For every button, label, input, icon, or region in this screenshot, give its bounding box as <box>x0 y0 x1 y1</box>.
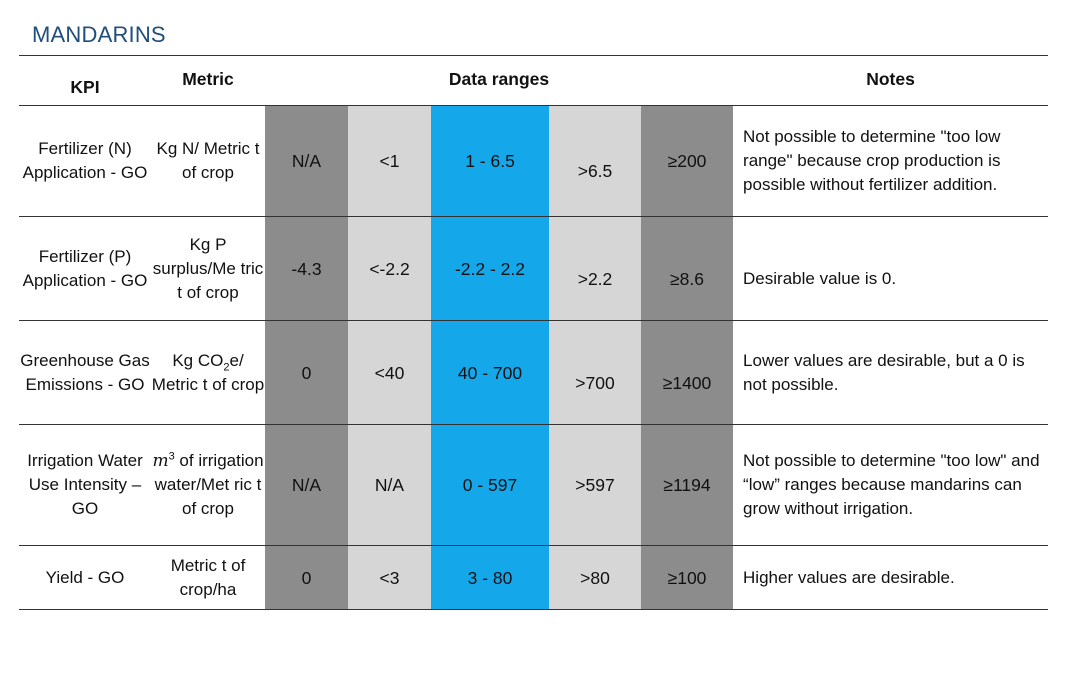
range-cell: N/A <box>348 424 431 546</box>
metric-cell: Kg N/ Metric t of crop <box>156 139 260 182</box>
range-cell: ≥200 <box>641 105 734 217</box>
range-cell: ≥1194 <box>641 424 734 546</box>
metric-cell: Kg CO2e/ Metric t of crop <box>151 350 265 394</box>
kpi-cell: Fertilizer (N) Application - GO <box>22 139 148 182</box>
table-row: Fertilizer (N) Application - GO Kg N/ Me… <box>19 105 1049 217</box>
kpi-table: KPI Metric Data ranges Notes Fertilizer … <box>19 55 1049 610</box>
range-cell: <-2.2 <box>348 216 431 321</box>
range-cell: -2.2 - 2.2 <box>431 216 549 321</box>
header-row: KPI Metric Data ranges Notes <box>19 55 1049 106</box>
metric-cell: Metric t of crop/ha <box>170 555 246 599</box>
range-cell: 0 <box>265 320 348 425</box>
range-cell: >80 <box>549 545 641 610</box>
range-cell: ≥8.6 <box>641 216 734 321</box>
metric-cell: Kg P surplus/Me tric t of crop <box>152 234 264 302</box>
metric-cell: m3 of irrigation water/Met ric t of crop <box>152 450 264 518</box>
range-cell: 0 - 597 <box>431 424 549 546</box>
table-row: Irrigation Water Use Intensity – GO m3 o… <box>19 424 1049 546</box>
range-cell: >700 <box>549 320 641 425</box>
note-cell: Higher values are desirable. <box>743 567 955 587</box>
table-row: Fertilizer (P) Application - GO Kg P sur… <box>19 216 1049 321</box>
header-metric: Metric <box>151 55 265 106</box>
header-notes: Notes <box>733 55 1049 106</box>
range-cell: N/A <box>265 424 348 546</box>
kpi-cell: Irrigation Water Use Intensity – GO <box>27 451 143 518</box>
header-data-ranges: Data ranges <box>265 55 734 106</box>
range-cell: <3 <box>348 545 431 610</box>
note-cell: Not possible to determine "too low range… <box>743 127 1001 194</box>
range-cell: -4.3 <box>265 216 348 321</box>
kpi-cell: Yield - GO <box>45 567 125 587</box>
note-cell: Desirable value is 0. <box>743 268 897 288</box>
range-cell: >2.2 <box>549 216 641 321</box>
range-cell: 3 - 80 <box>431 545 549 610</box>
range-cell: 0 <box>265 545 348 610</box>
range-cell: ≥1400 <box>641 320 734 425</box>
note-cell: Lower values are desirable, but a 0 is n… <box>743 350 1025 394</box>
range-cell: <40 <box>348 320 431 425</box>
range-cell: >6.5 <box>549 105 641 217</box>
range-cell: N/A <box>265 105 348 217</box>
range-cell: 1 - 6.5 <box>431 105 549 217</box>
note-cell: Not possible to determine "too low" and … <box>743 451 1040 518</box>
range-cell: >597 <box>549 424 641 546</box>
table-row: Yield - GO Metric t of crop/ha 0 <3 3 - … <box>19 545 1049 610</box>
kpi-cell: Greenhouse Gas Emissions - GO <box>20 350 150 394</box>
page-title: MANDARINS <box>32 22 166 47</box>
range-cell: 40 - 700 <box>431 320 549 425</box>
range-cell: ≥100 <box>641 545 734 610</box>
header-kpi: KPI <box>19 55 151 106</box>
kpi-cell: Fertilizer (P) Application - GO <box>22 246 148 290</box>
range-cell: <1 <box>348 105 431 217</box>
table-row: Greenhouse Gas Emissions - GO Kg CO2e/ M… <box>19 320 1049 425</box>
